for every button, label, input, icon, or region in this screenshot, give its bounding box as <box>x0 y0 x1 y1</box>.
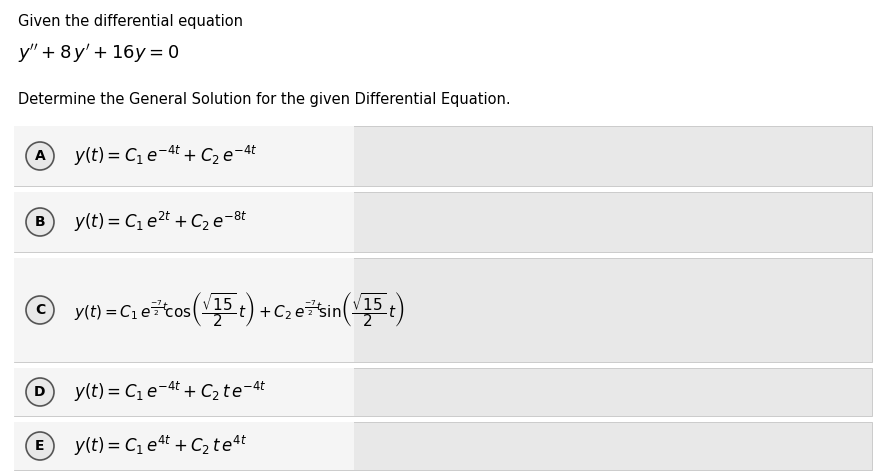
FancyBboxPatch shape <box>14 422 354 470</box>
FancyBboxPatch shape <box>14 368 354 416</box>
FancyBboxPatch shape <box>14 422 872 470</box>
Text: $y(t) = C_1\,e^{2t} + C_2\,e^{-8t}$: $y(t) = C_1\,e^{2t} + C_2\,e^{-8t}$ <box>74 210 247 234</box>
FancyBboxPatch shape <box>14 126 872 186</box>
Text: $y(t) = C_1\,e^{-4t} + C_2\,t\,e^{-4t}$: $y(t) = C_1\,e^{-4t} + C_2\,t\,e^{-4t}$ <box>74 380 267 404</box>
FancyBboxPatch shape <box>14 126 354 186</box>
Text: D: D <box>35 385 46 399</box>
Text: B: B <box>35 215 45 229</box>
Circle shape <box>26 208 54 236</box>
Text: $y(t) = C_1\,e^{\frac{-7}{2}t}\!\cos\!\left(\dfrac{\sqrt{15}}{2}\,t\right) + C_2: $y(t) = C_1\,e^{\frac{-7}{2}t}\!\cos\!\l… <box>74 291 405 329</box>
Text: A: A <box>35 149 45 163</box>
Text: $y'' + 8\,y' + 16y = 0$: $y'' + 8\,y' + 16y = 0$ <box>18 42 179 65</box>
Text: Given the differential equation: Given the differential equation <box>18 14 243 29</box>
FancyBboxPatch shape <box>14 258 872 362</box>
Text: $y(t) = C_1\,e^{-4t} + C_2\,e^{-4t}$: $y(t) = C_1\,e^{-4t} + C_2\,e^{-4t}$ <box>74 144 257 168</box>
Circle shape <box>26 296 54 324</box>
FancyBboxPatch shape <box>14 368 872 416</box>
Circle shape <box>26 432 54 460</box>
Text: C: C <box>35 303 45 317</box>
Circle shape <box>26 378 54 406</box>
Text: Determine the General Solution for the given Differential Equation.: Determine the General Solution for the g… <box>18 92 510 107</box>
Circle shape <box>26 142 54 170</box>
Text: E: E <box>35 439 45 453</box>
Text: $y(t) = C_1\,e^{4t} + C_2\,t\,e^{4t}$: $y(t) = C_1\,e^{4t} + C_2\,t\,e^{4t}$ <box>74 434 247 458</box>
FancyBboxPatch shape <box>14 192 872 252</box>
FancyBboxPatch shape <box>14 258 354 362</box>
FancyBboxPatch shape <box>14 192 354 252</box>
